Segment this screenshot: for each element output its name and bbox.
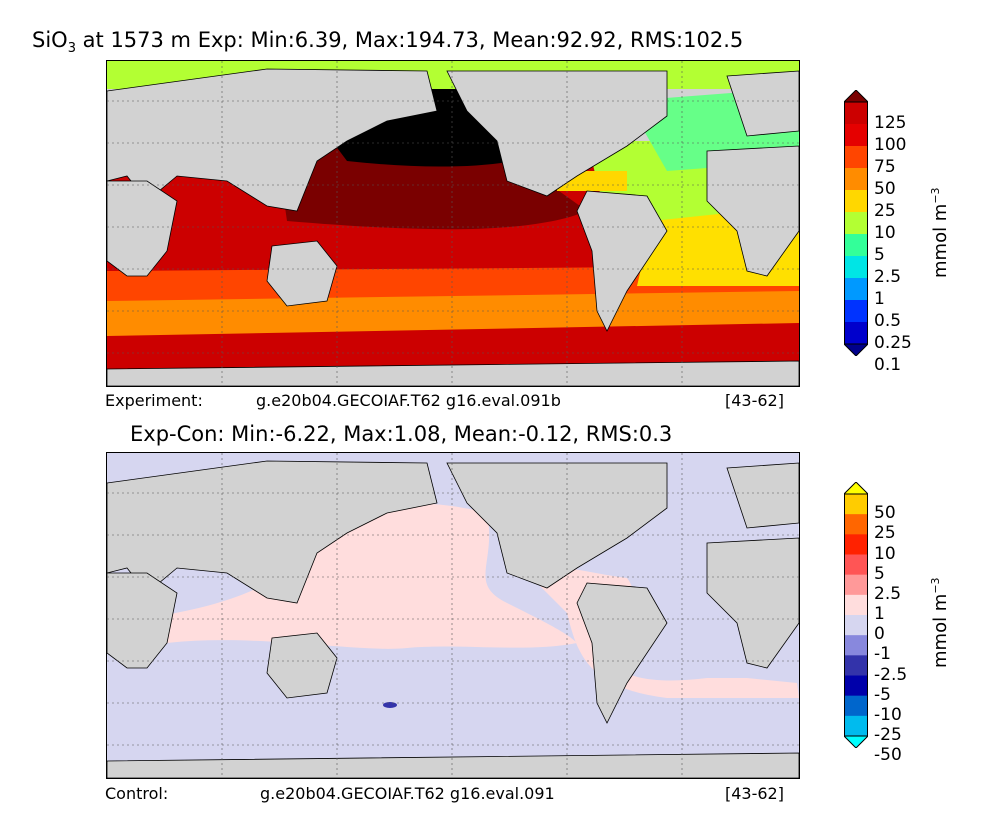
top-footer-center: g.e20b04.GECOIAF.T62 g16.eval.091b [256,391,561,410]
difference-colorbar-tick-label: 10 [874,543,896,564]
experiment-colorbar-tick-label: 75 [874,157,896,177]
graticule-diff [107,453,799,778]
experiment-map [106,60,800,387]
difference-colorbar-tick-label: -5 [874,684,891,705]
experiment-map-svg [107,61,799,386]
units-text: mmol m [930,593,951,668]
difference-colorbar-tick-label: -1 [874,644,891,665]
difference-colorbar-segment [844,574,868,596]
experiment-colorbar [842,89,870,357]
difference-colorbar [842,481,870,749]
positive-pacific-region [147,503,577,649]
antarctica [107,752,799,778]
difference-colorbar-segment [844,675,868,697]
experiment-colorbar-tick-label: 0.5 [874,311,902,331]
experiment-colorbar-segment [844,212,868,235]
difference-colorbar-segment [844,534,868,555]
difference-colorbar-segment [844,655,868,676]
difference-colorbar-extend-min [842,735,870,749]
experiment-colorbar-segment [844,300,868,323]
strong-negative-spot [383,702,397,708]
land-masses-diff [107,460,799,778]
north-america [446,70,668,197]
difference-map [106,452,800,779]
top-panel-title: SiO3 at 1573 m Exp: Min:6.39, Max:194.73… [32,28,743,56]
experiment-colorbar-segment [844,190,868,213]
experiment-colorbar-outline [844,101,868,345]
experiment-colorbar-segment [844,146,868,169]
difference-colorbar-segment [844,514,868,535]
difference-colorbar-tick-label: -50 [874,745,902,766]
difference-colorbar-segment [844,494,868,515]
africa-right [706,537,799,669]
difference-units-label: mmol m−3 [929,577,951,668]
experiment-colorbar-segment [844,102,868,125]
title-stats: at 1573 m Exp: Min:6.39, Max:194.73, Mea… [75,28,744,52]
experiment-colorbar-extend-max [842,89,870,103]
difference-colorbar-tick-label: 2.5 [874,583,902,604]
experiment-colorbar-segment [844,124,868,147]
africa [107,180,178,277]
experiment-colorbar-tick-label: 10 [874,223,896,243]
difference-colorbar-segment [844,715,868,737]
difference-colorbar-tick-label: 5 [874,563,885,584]
experiment-colorbar-tick-label: 0.1 [874,355,902,375]
experiment-colorbar-svg [842,89,870,357]
difference-colorbar-tick-label: 50 [874,503,896,524]
europe-right [726,462,799,529]
title-variable-subscript: 3 [67,41,76,57]
graticule [107,61,799,386]
experiment-colorbar-tick-label: 2.5 [874,267,902,287]
experiment-colorbar-segment [844,322,868,345]
experiment-colorbar-segment [844,234,868,257]
north-america [446,462,668,589]
australia [266,240,338,307]
experiment-colorbar-segment [844,256,868,279]
difference-colorbar-tick-label: 1 [874,604,885,624]
difference-colorbar-tick-label: -2.5 [874,664,908,685]
africa [107,572,178,669]
experiment-colorbar-segment [844,168,868,191]
experiment-colorbar-tick-label: 1 [874,289,885,309]
land-masses [107,68,799,386]
experiment-colorbar-tick-label: 125 [874,113,907,133]
europe-right [726,70,799,137]
bottom-panel-title: Exp-Con: Min:-6.22, Max:1.08, Mean:-0.12… [130,422,673,446]
africa-right [706,145,799,277]
title-variable: SiO [32,28,68,52]
top-footer-left: Experiment: [105,391,203,410]
units-exponent: −3 [929,187,942,204]
difference-colorbar-outline [844,493,868,737]
bottom-footer-right: [43-62] [725,784,784,803]
difference-colorbar-tick-label: 0 [874,624,885,645]
south-america [576,190,668,332]
experiment-units-label: mmol m−3 [929,187,951,278]
difference-map-svg [107,453,799,778]
experiment-colorbar-tick-label: 0.25 [874,333,912,353]
difference-colorbar-tick-label: 25 [874,523,896,544]
bottom-footer-center: g.e20b04.GECOIAF.T62 g16.eval.091 [260,784,555,803]
units-exponent: −3 [929,577,942,594]
difference-colorbar-segment [844,695,868,717]
antarctica [107,360,799,386]
difference-colorbar-tick-label: -10 [874,704,902,725]
australia [266,632,338,699]
experiment-colorbar-tick-label: 5 [874,245,885,265]
top-footer-right: [43-62] [725,391,784,410]
experiment-colorbar-tick-label: 50 [874,179,896,199]
experiment-colorbar-extend-min [842,343,870,357]
experiment-colorbar-segment [844,278,868,301]
difference-colorbar-segment [844,554,868,576]
difference-colorbar-svg [842,481,870,749]
difference-colorbar-segment [844,635,868,656]
experiment-colorbar-tick-label: 100 [874,135,907,155]
difference-colorbar-extend-max [842,481,870,495]
bottom-footer-left: Control: [105,784,169,803]
difference-colorbar-tick-label: -25 [874,725,902,745]
difference-colorbar-segment [844,615,868,636]
experiment-colorbar-tick-label: 25 [874,201,896,221]
difference-colorbar-segment [844,594,868,616]
units-text: mmol m [930,203,951,278]
south-america [576,582,668,724]
